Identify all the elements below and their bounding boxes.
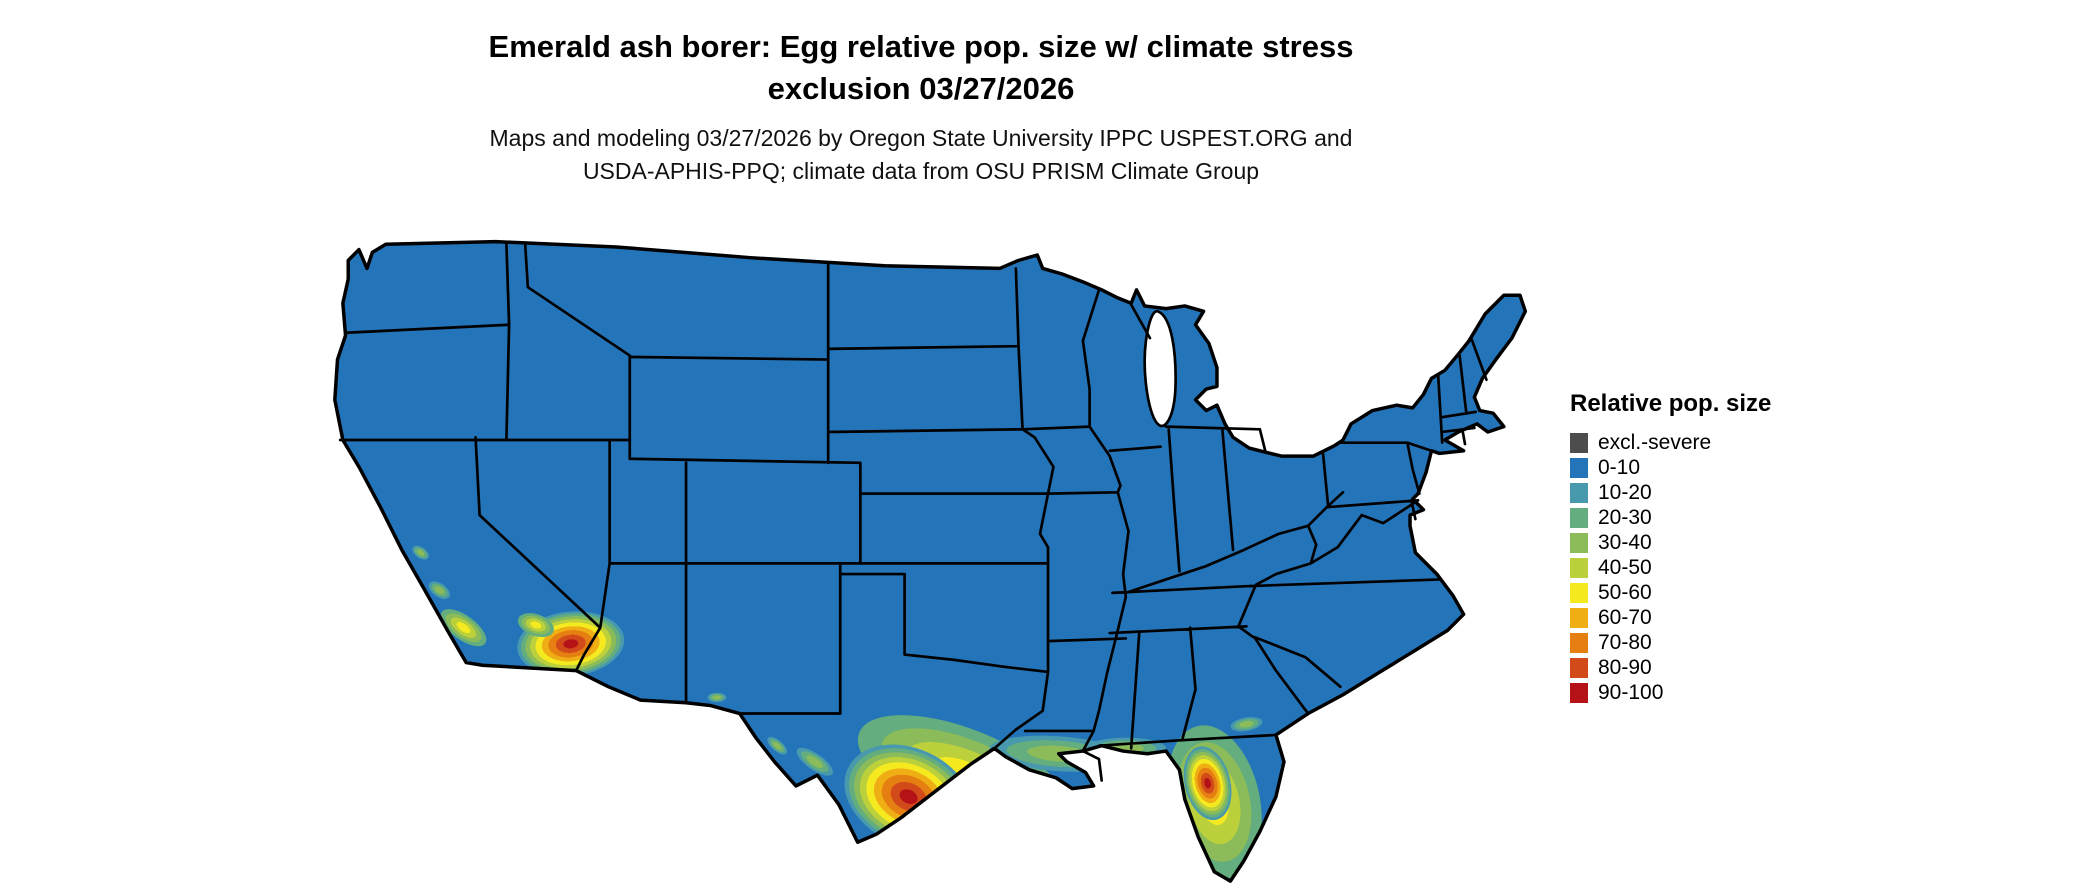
legend-title: Relative pop. size [1570,390,1772,417]
us-base [334,241,1526,882]
title-line-1: Emerald ash borer: Egg relative pop. siz… [488,29,1354,64]
legend-label: 90-100 [1598,680,1664,704]
hotspot-big-bend [767,736,788,755]
hotspot-florida-core [1183,746,1232,821]
legend-swatch [1570,432,1588,453]
legend-item: 60-70 [1570,605,1850,630]
legend-label: 10-20 [1598,480,1652,504]
hotspot-central-ca-2 [412,545,429,560]
hotspot-rio-grande [796,747,833,776]
legend-swatch [1570,632,1588,653]
subtitle-line-2: USDA-APHIS-PPQ; climate data from OSU PR… [582,158,1260,184]
legend-label: 60-70 [1598,605,1652,629]
legend-label: 30-40 [1598,530,1652,554]
hotspot-south-nm [707,692,727,703]
legend-item: 70-80 [1570,630,1850,655]
legend-swatch [1570,507,1588,528]
legend-label: 80-90 [1598,655,1652,679]
legend-swatch [1570,682,1588,703]
us-outline [333,239,1528,883]
legend-label: 0-10 [1598,455,1641,479]
legend-item: 40-50 [1570,555,1850,580]
lake-michigan [1143,309,1177,428]
hotspot-south-georgia [1230,717,1263,732]
legend-item: 30-40 [1570,530,1850,555]
legend-item: 90-100 [1570,680,1850,705]
title-line-2: exclusion 03/27/2026 [767,71,1075,106]
legend-item: 10-20 [1570,480,1850,505]
chart-subtitle: Maps and modeling 03/27/2026 by Oregon S… [0,122,1842,188]
legend-item: 50-60 [1570,580,1850,605]
chart-title: Emerald ash borer: Egg relative pop. siz… [0,26,1842,110]
legend-swatch [1570,532,1588,553]
legend-label: 70-80 [1598,630,1652,654]
hotspot-socal-coast [440,609,487,647]
legend-swatch [1570,557,1588,578]
subtitle-line-1: Maps and modeling 03/27/2026 by Oregon S… [489,125,1353,151]
legend-item: 20-30 [1570,505,1850,530]
legend-swatch [1570,607,1588,628]
legend-swatch [1570,457,1588,478]
legend-items: excl.-severe 0-10 10-20 20-30 30-40 40-50 50-6… [1570,430,1850,705]
legend-label: 50-60 [1598,580,1652,604]
legend-item: 80-90 [1570,655,1850,680]
legend-label: excl.-severe [1598,430,1712,454]
legend: Relative pop. size excl.-severe 0-10 10-20… [1570,390,1850,705]
legend-swatch [1570,482,1588,503]
us-map [308,228,1528,888]
state-borders [338,242,1488,782]
legend-swatch [1570,657,1588,678]
legend-item: excl.-severe [1570,430,1850,455]
legend-swatch [1570,582,1588,603]
hotspot-colorado-river [517,613,554,637]
legend-item: 0-10 [1570,455,1850,480]
legend-label: 20-30 [1598,505,1652,529]
legend-label: 40-50 [1598,555,1652,579]
hotspot-central-ca-1 [428,581,450,600]
